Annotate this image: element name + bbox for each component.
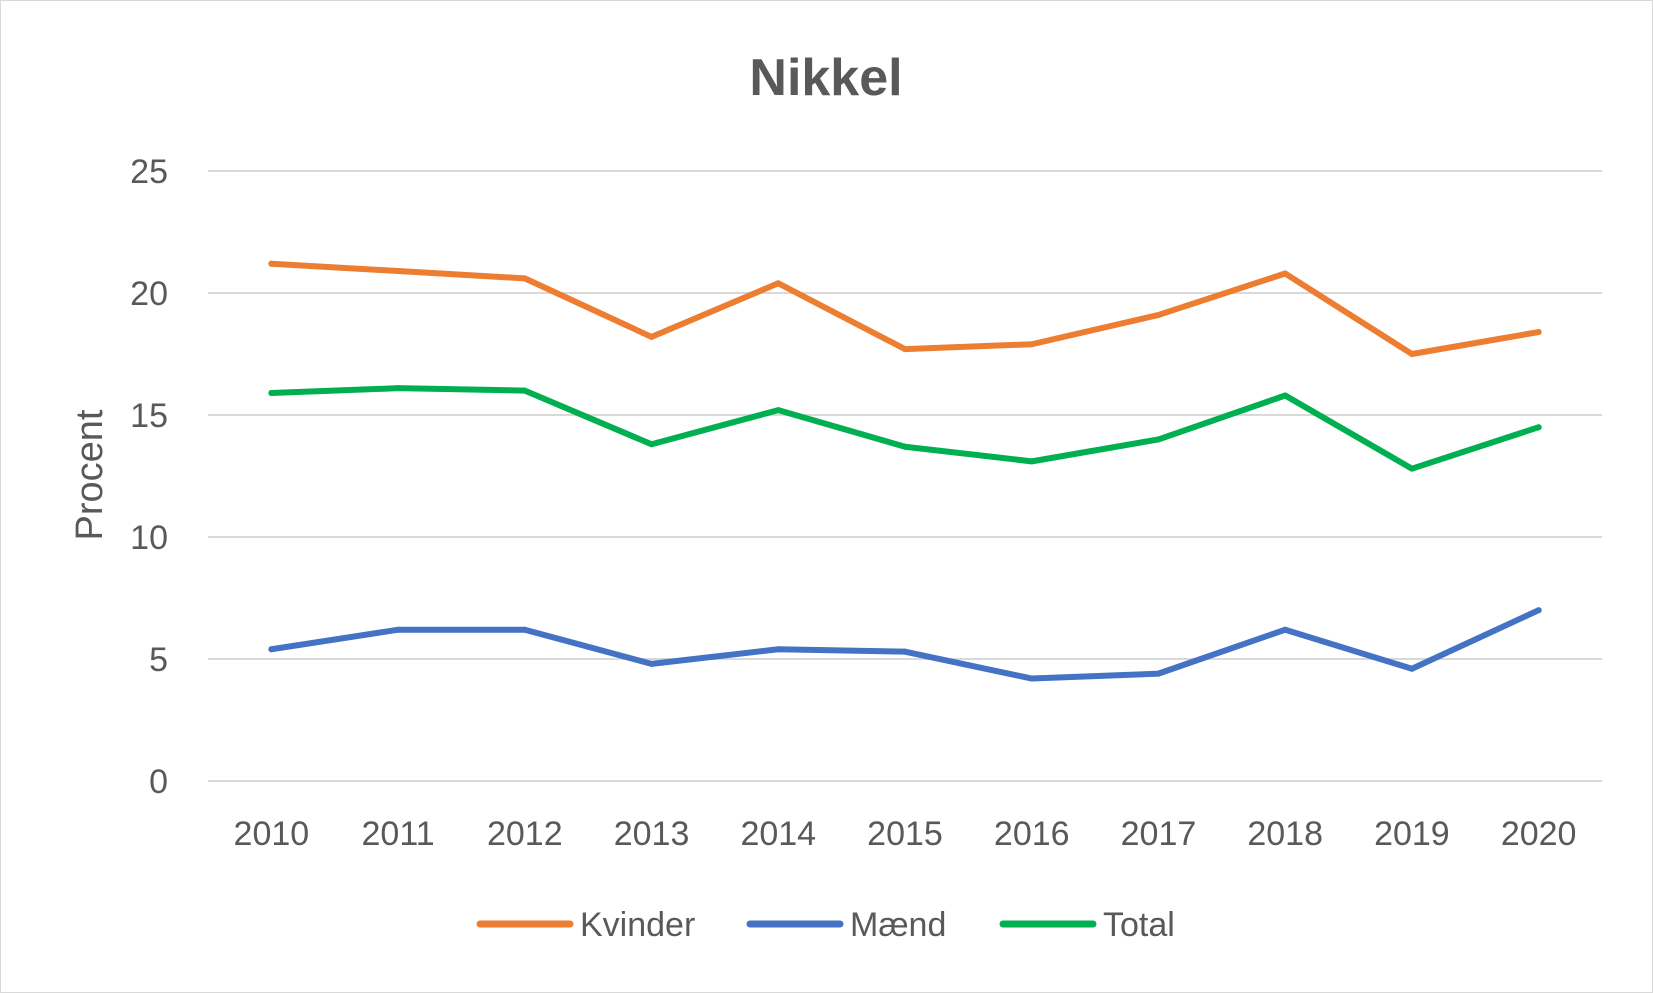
data-point [902,346,908,353]
x-tick-label: 2016 [994,815,1070,853]
y-tick-label: 20 [130,275,168,313]
data-point [395,385,402,392]
data-point [521,275,528,282]
data-point [395,626,402,633]
data-point [1408,351,1415,357]
x-tick-label: 2020 [1501,815,1577,853]
data-point [902,443,908,450]
x-tick-label: 2013 [614,815,690,853]
data-point [1155,436,1162,443]
x-tick-label: 2019 [1374,815,1450,853]
y-tick-label: 25 [130,153,168,191]
data-point [648,333,655,340]
legend: Kvinder Mænd Total [476,906,1175,944]
series-lines [268,260,1542,682]
x-tick-label: 2017 [1121,815,1197,853]
data-point [1155,311,1162,318]
x-tick-label: 2010 [234,815,310,853]
data-point [1535,329,1542,336]
series-line-mænd [268,607,1542,682]
x-axis-ticks: 2010 2011 2012 2013 2014 2015 2016 2017 2018 2019… [234,815,1577,853]
data-point [775,280,782,287]
data-point [395,268,402,275]
x-tick-label: 2014 [740,815,816,853]
y-tick-label: 5 [149,641,168,679]
data-point [1028,458,1035,465]
x-tick-label: 2012 [487,815,563,853]
y-axis-label: Procent [69,409,111,540]
data-point [1535,607,1542,614]
data-point [268,646,275,653]
legend-label: Total [1103,906,1175,944]
legend-label: Mænd [850,906,946,944]
x-tick-label: 2015 [867,815,943,853]
x-tick-label: 2018 [1247,815,1323,853]
data-point [1282,626,1289,633]
data-point [648,660,655,667]
chart-title: Nikkel [749,49,902,107]
data-point [1155,670,1162,677]
data-point [1282,270,1289,277]
y-axis-ticks: 0 5 10 15 20 25 [130,153,168,801]
data-point [648,441,655,448]
data-point [1408,665,1415,672]
y-tick-label: 15 [130,397,168,435]
series-line-total [268,385,1542,472]
data-point [775,407,782,414]
series-line-kvinder [268,260,1542,357]
data-point [521,626,528,633]
data-point [268,390,275,397]
data-point [521,387,528,394]
data-point [268,260,275,267]
legend-label: Kvinder [580,906,695,944]
y-tick-label: 0 [149,763,168,801]
x-tick-label: 2011 [362,815,435,853]
data-point [1028,341,1035,348]
gridlines [208,170,1602,782]
data-point [1282,392,1289,399]
y-tick-label: 10 [130,519,168,557]
data-point [775,646,782,653]
data-point [1408,465,1415,472]
data-point [1028,675,1035,682]
data-point [902,648,908,655]
data-point [1535,424,1542,431]
